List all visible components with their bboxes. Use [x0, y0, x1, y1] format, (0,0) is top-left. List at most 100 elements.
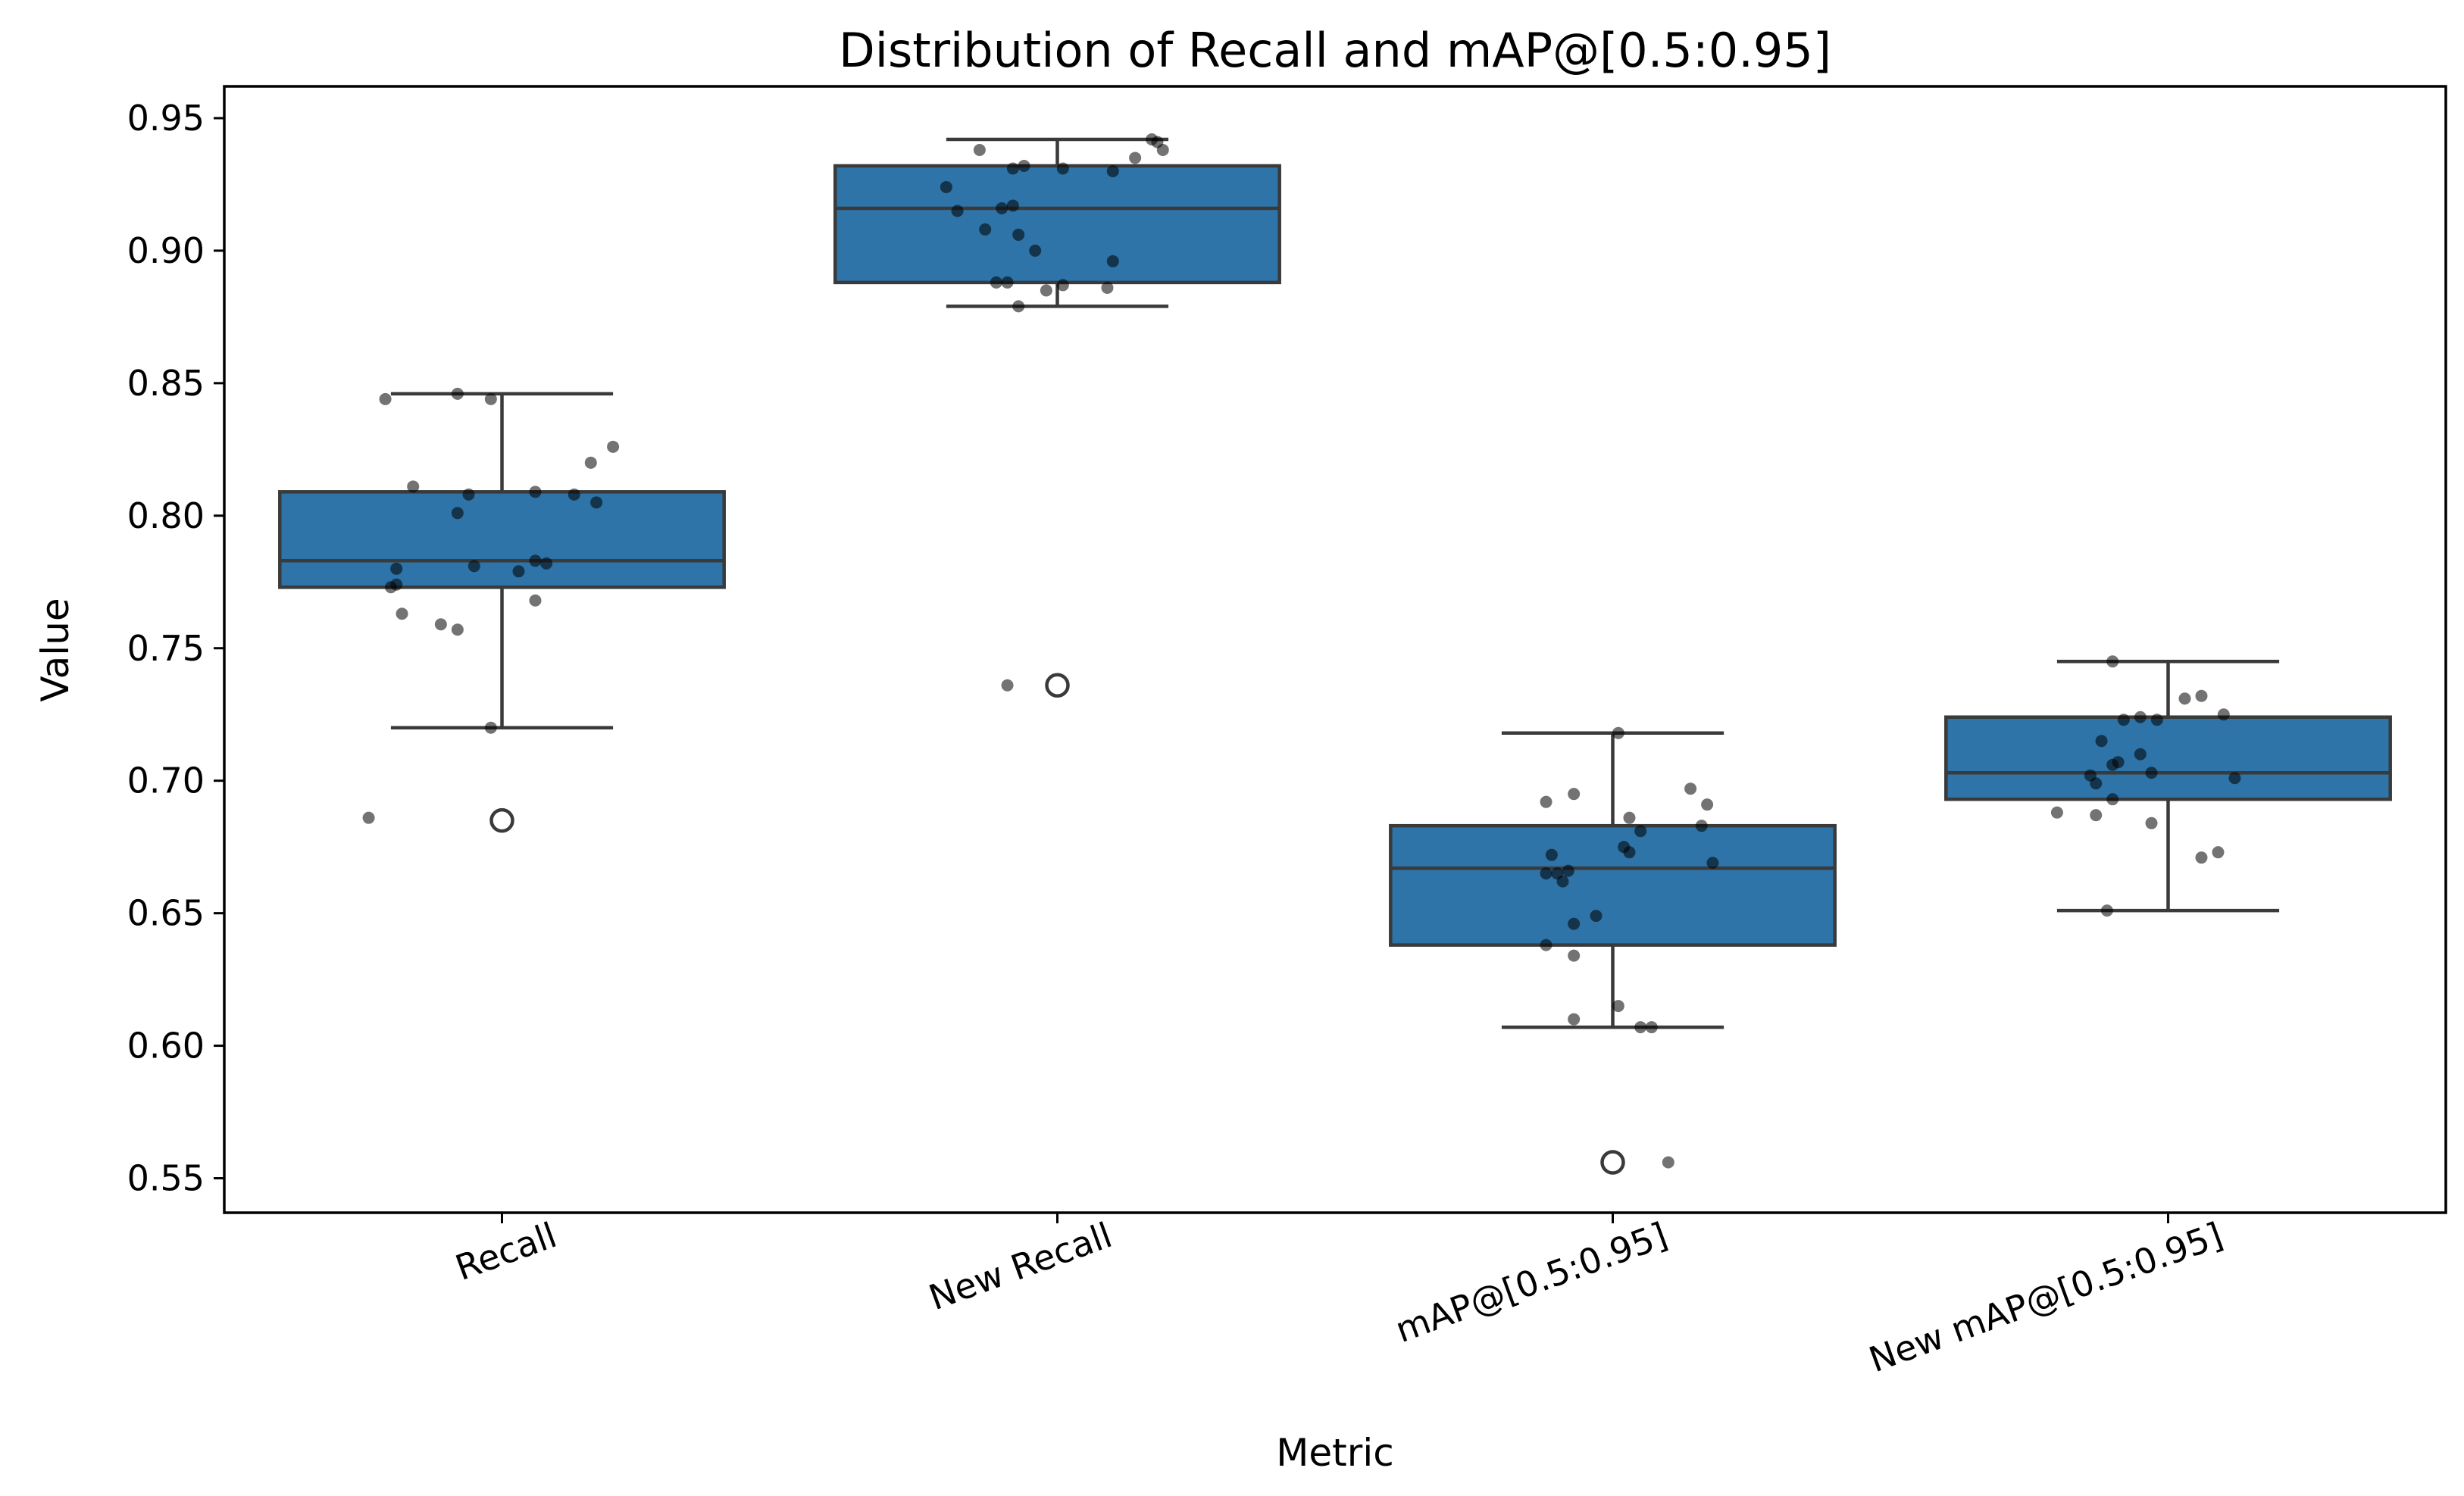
data-point	[2195, 851, 2208, 864]
data-point	[529, 594, 542, 607]
y-tick-label: 0.75	[127, 628, 205, 669]
data-point	[1568, 949, 1581, 962]
data-point	[1056, 162, 1069, 175]
data-point	[1001, 679, 1014, 692]
outlier-marker	[489, 807, 514, 833]
data-point	[1001, 276, 1014, 289]
y-tick-label: 0.80	[127, 495, 205, 536]
outlier-marker	[1045, 673, 1070, 698]
data-point	[2145, 767, 2158, 779]
data-point	[2100, 904, 2113, 917]
data-point	[568, 488, 580, 501]
x-tick-label: Recall	[450, 1214, 561, 1288]
data-point	[1106, 164, 1119, 177]
data-point	[1612, 726, 1624, 739]
data-point	[1106, 255, 1119, 267]
data-point	[529, 554, 542, 567]
data-point	[2106, 758, 2119, 771]
box-group	[1389, 726, 1837, 1175]
data-point	[979, 223, 992, 236]
y-axis-title: Value	[33, 598, 77, 701]
data-point	[2106, 655, 2119, 668]
data-point	[584, 456, 597, 469]
data-point	[1684, 782, 1697, 795]
data-point	[1701, 798, 1714, 811]
outlier-marker	[1600, 1150, 1625, 1175]
data-point	[2134, 711, 2147, 723]
data-point	[379, 392, 392, 405]
data-point	[1568, 1013, 1581, 1026]
data-point	[2228, 772, 2241, 785]
data-point	[1590, 910, 1603, 923]
data-point	[1129, 151, 1142, 164]
data-point	[451, 387, 464, 400]
data-point	[1012, 300, 1025, 313]
data-point	[940, 180, 952, 193]
data-point	[1623, 811, 1636, 824]
data-point	[362, 811, 375, 824]
chart-title: Distribution of Recall and mAP@[0.5:0.95…	[839, 23, 1831, 78]
data-point	[484, 392, 497, 405]
data-point	[607, 440, 620, 453]
data-point	[1562, 864, 1574, 877]
data-point	[1040, 284, 1052, 297]
data-point	[2095, 735, 2108, 748]
data-point	[1706, 857, 1719, 870]
data-point	[384, 581, 397, 594]
data-point	[1568, 917, 1581, 930]
data-point	[2212, 846, 2225, 859]
data-point	[2050, 806, 2063, 819]
data-point	[1568, 788, 1581, 801]
data-point	[2090, 809, 2103, 822]
y-tick-label: 0.90	[127, 230, 205, 271]
y-tick-label: 0.95	[127, 98, 205, 139]
plot-frame	[223, 85, 2447, 1214]
data-point	[1634, 1021, 1647, 1034]
data-point	[407, 480, 420, 493]
data-point	[2145, 817, 2158, 829]
data-point	[2117, 714, 2130, 726]
data-point	[2217, 708, 2230, 721]
data-point	[2195, 689, 2208, 702]
data-point	[1006, 162, 1019, 175]
data-point	[451, 507, 464, 520]
data-point	[1012, 228, 1025, 241]
data-point	[434, 618, 447, 631]
y-tick-label: 0.55	[127, 1158, 205, 1199]
x-tick-label: mAP@[0.5:0.95]	[1390, 1214, 1673, 1351]
data-point	[1623, 846, 1636, 859]
data-point	[590, 496, 603, 509]
box-group	[1944, 655, 2392, 917]
data-point	[1556, 875, 1569, 888]
plot-area	[278, 133, 2392, 1175]
data-point	[2134, 748, 2147, 760]
data-point	[2090, 777, 2103, 790]
data-point	[2106, 793, 2119, 806]
data-point	[2178, 692, 2191, 705]
iqr-box	[833, 164, 1281, 285]
data-point	[1540, 867, 1553, 880]
data-point	[1056, 279, 1069, 292]
data-point	[390, 562, 403, 575]
data-point	[462, 488, 475, 501]
data-point	[1612, 1000, 1624, 1013]
iqr-box	[1389, 823, 1837, 947]
y-tick-label: 0.65	[127, 893, 205, 934]
data-point	[951, 205, 964, 217]
data-point	[1662, 1156, 1674, 1169]
data-point	[1545, 848, 1558, 861]
y-tick-label: 0.85	[127, 363, 205, 404]
y-tick-label: 0.60	[127, 1026, 205, 1067]
data-point	[451, 623, 464, 636]
y-tick-label: 0.70	[127, 760, 205, 801]
data-point	[1006, 199, 1019, 212]
iqr-box	[1944, 715, 2392, 801]
data-point	[512, 565, 525, 578]
x-axis-title: Metric	[1276, 1431, 1393, 1475]
data-point	[1156, 143, 1169, 156]
data-point	[484, 721, 497, 734]
data-point	[1634, 825, 1647, 838]
data-point	[996, 201, 1008, 214]
data-point	[1695, 820, 1708, 832]
